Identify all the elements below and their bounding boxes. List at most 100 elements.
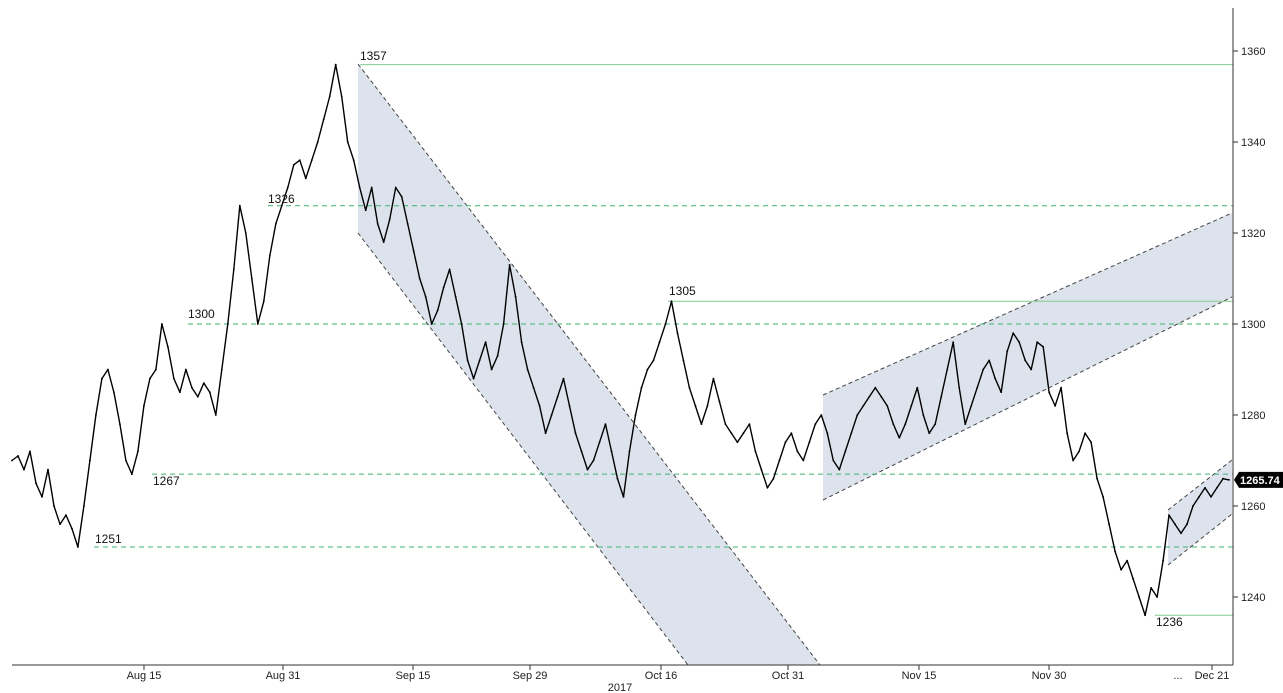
price-point: [742, 432, 745, 435]
price-point: [1204, 486, 1206, 489]
price-point: [298, 159, 301, 162]
price-point: [1090, 441, 1093, 444]
price-point: [790, 432, 793, 435]
price-point: [652, 359, 655, 362]
price-point: [1186, 523, 1188, 526]
price-series: [11, 63, 1230, 617]
price-point: [65, 514, 67, 516]
price-point: [1228, 478, 1230, 481]
price-point: [17, 455, 19, 457]
price-point: [886, 405, 889, 407]
price-point: [1054, 405, 1057, 407]
x-tick-label: Aug 31: [266, 670, 301, 682]
price-point: [532, 386, 535, 389]
price-point: [166, 345, 169, 348]
price-point: [148, 377, 151, 380]
annotation-1236: 1236: [1156, 615, 1183, 629]
price-point: [688, 386, 691, 389]
price-point: [1084, 432, 1087, 435]
price-point: [178, 391, 181, 394]
price-point: [898, 436, 901, 439]
price-point: [1216, 486, 1218, 489]
price-point: [286, 186, 289, 189]
price-point: [136, 450, 139, 453]
horizontal-levels: [94, 64, 1233, 616]
price-point: [1018, 341, 1021, 344]
price-point: [1072, 459, 1075, 462]
price-point: [784, 441, 787, 444]
price-point: [352, 159, 355, 162]
price-point: [922, 414, 925, 416]
price-point: [107, 368, 109, 371]
price-point: [77, 546, 79, 548]
price-point: [778, 459, 781, 462]
price-point: [916, 386, 919, 389]
price-point: [47, 468, 49, 471]
price-point: [982, 368, 985, 371]
price-point: [29, 450, 31, 453]
price-point: [772, 477, 775, 480]
price-point: [448, 268, 451, 271]
annotation-1326: 1326: [268, 192, 295, 206]
price-point: [11, 459, 13, 462]
price-point: [172, 377, 175, 380]
price-point: [119, 423, 121, 425]
price-point: [760, 468, 763, 471]
price-point: [706, 405, 709, 407]
price-point: [262, 300, 265, 303]
price-point: [814, 423, 817, 425]
price-point: [994, 377, 997, 380]
price-point: [412, 250, 415, 253]
annotation-1267: 1267: [153, 474, 180, 488]
y-tick-label: 1280: [1241, 410, 1265, 422]
price-point: [988, 359, 991, 362]
annotation-1251: 1251: [95, 532, 122, 546]
price-point: [1024, 359, 1027, 362]
price-point: [616, 477, 619, 480]
last-value-label: 1265.74: [1240, 475, 1281, 487]
price-point: [520, 341, 523, 344]
price-point: [125, 459, 127, 462]
price-point: [1174, 523, 1176, 526]
price-point: [952, 341, 955, 344]
price-point: [101, 377, 103, 380]
price-point: [83, 505, 85, 507]
price-point: [1138, 596, 1140, 598]
price-point: [274, 223, 277, 225]
price-point: [874, 386, 877, 389]
price-point: [838, 468, 841, 471]
price-point: [35, 482, 37, 485]
y-tick-label: 1320: [1241, 228, 1265, 240]
price-point: [736, 441, 739, 444]
price-point: [340, 95, 343, 98]
y-tick-label: 1340: [1241, 137, 1265, 149]
price-point: [472, 377, 475, 380]
price-point: [376, 223, 379, 225]
price-point: [712, 377, 715, 380]
price-point: [940, 395, 943, 398]
price-point: [400, 195, 403, 198]
price-point: [544, 432, 547, 435]
price-point: [364, 209, 367, 212]
x-tick-label: Sep 29: [513, 670, 548, 682]
price-point: [1120, 568, 1122, 571]
price-point: [598, 441, 601, 444]
price-point: [976, 386, 979, 389]
price-point: [802, 459, 805, 462]
price-point: [1078, 450, 1081, 453]
price-point: [1012, 332, 1015, 334]
price-point: [538, 405, 541, 407]
price-point: [1222, 477, 1224, 480]
price-point: [718, 400, 721, 403]
price-point: [1030, 368, 1033, 371]
y-tick-label: 1240: [1241, 592, 1265, 604]
price-point: [844, 450, 847, 453]
y-tick-label: 1360: [1241, 46, 1265, 58]
price-point: [664, 323, 667, 325]
price-point: [382, 241, 385, 244]
price-point: [370, 186, 373, 189]
price-point: [1102, 496, 1105, 498]
price-point: [766, 486, 769, 489]
price-point: [610, 450, 613, 453]
